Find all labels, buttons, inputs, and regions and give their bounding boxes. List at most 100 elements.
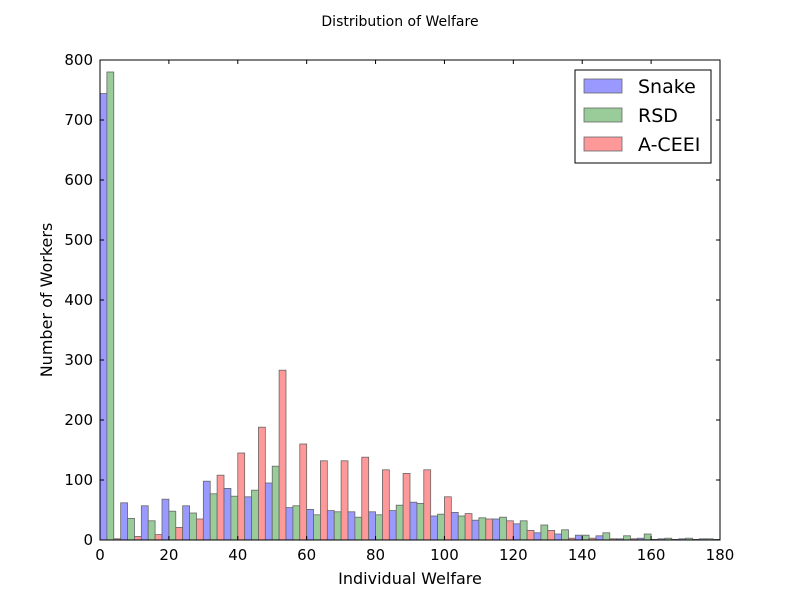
bar-rsd-bin-26	[643, 533, 652, 541]
bar-rsd-bin-12	[354, 516, 363, 541]
bar-a-ceei-bin-15	[423, 469, 432, 541]
bar-rsd-bin-11	[333, 511, 342, 541]
bar-snake-bin-16	[430, 515, 438, 541]
y-tick-label: 800	[64, 51, 93, 69]
bar-rsd-bin-15	[416, 502, 425, 541]
bar-snake-bin-5	[202, 480, 211, 541]
bar-snake-bin-23	[574, 534, 583, 541]
bar-rsd-bin-21	[540, 524, 549, 541]
bar-rsd-bin-13	[375, 514, 383, 541]
bar-a-ceei-bin-17	[464, 513, 473, 541]
x-tick-label: 120	[499, 546, 528, 564]
bar-snake-bin-15	[409, 501, 418, 541]
x-tick-label: 60	[297, 546, 316, 564]
bar-snake-bin-12	[347, 511, 356, 541]
bar-snake-bin-8	[264, 482, 273, 541]
bar-a-ceei-bin-21	[547, 530, 556, 541]
bar-rsd-bin-3	[168, 510, 177, 541]
y-tick-label: 400	[64, 291, 93, 309]
bar-snake-bin-9	[285, 507, 294, 541]
bar-rsd-bin-5	[209, 493, 218, 541]
x-tick-label: 160	[637, 546, 666, 564]
bar-a-ceei-bin-4	[196, 518, 204, 541]
bar-rsd-bin-17	[457, 515, 466, 541]
bar-snake-bin-24	[595, 535, 604, 541]
y-tick-label: 100	[64, 471, 93, 489]
bar-snake-bin-0	[99, 93, 108, 541]
bar-rsd-bin-14	[395, 504, 404, 541]
x-tick-label: 80	[366, 546, 385, 564]
y-tick-label: 0	[83, 531, 93, 549]
bar-rsd-bin-22	[561, 529, 569, 541]
bar-rsd-bin-25	[623, 535, 631, 541]
bar-snake-bin-6	[223, 487, 232, 541]
bar-snake-bin-14	[388, 510, 397, 541]
bar-a-ceei-bin-19	[506, 520, 514, 541]
legend-label-a-ceei: A-CEEI	[638, 134, 700, 156]
legend-label-snake: Snake	[638, 76, 696, 98]
x-axis-label: Individual Welfare	[338, 569, 482, 588]
y-tick-label: 300	[64, 351, 93, 369]
bar-a-ceei-bin-8	[278, 369, 287, 541]
legend-label-rsd: RSD	[638, 105, 678, 127]
bar-rsd-bin-0	[106, 71, 115, 541]
legend-swatch-a-ceei	[583, 136, 623, 152]
bar-a-ceei-bin-16	[444, 496, 452, 541]
legend: Snake RSD A-CEEI	[574, 69, 712, 164]
x-tick-label: 20	[159, 546, 178, 564]
bar-a-ceei-bin-11	[340, 460, 349, 541]
bar-rsd-bin-2	[147, 520, 156, 541]
bar-snake-bin-10	[306, 508, 314, 541]
bar-snake-bin-20	[512, 523, 521, 541]
bar-a-ceei-bin-10	[320, 460, 328, 541]
bar-a-ceei-bin-6	[237, 452, 246, 541]
bar-a-ceei-bin-13	[382, 469, 390, 541]
bar-snake-bin-21	[533, 532, 542, 541]
y-tick-label: 500	[64, 231, 93, 249]
bar-rsd-bin-23	[581, 534, 590, 541]
bar-rsd-bin-6	[230, 495, 239, 541]
x-tick-label: 0	[95, 546, 105, 564]
bar-snake-bin-17	[450, 512, 459, 541]
bar-snake-bin-19	[492, 518, 500, 541]
x-tick-label: 140	[568, 546, 597, 564]
bar-rsd-bin-19	[499, 516, 507, 541]
bar-a-ceei-bin-18	[485, 518, 494, 541]
bar-a-ceei-bin-7	[258, 426, 266, 541]
bar-rsd-bin-16	[437, 513, 445, 541]
bar-rsd-bin-10	[313, 514, 321, 541]
bar-a-ceei-bin-2	[154, 534, 163, 541]
bar-a-ceei-bin-9	[299, 443, 308, 541]
y-tick-label: 200	[64, 411, 93, 429]
bar-a-ceei-bin-1	[134, 536, 142, 541]
bar-snake-bin-18	[471, 519, 480, 541]
bar-rsd-bin-8	[271, 465, 280, 541]
bar-rsd-bin-7	[251, 489, 259, 541]
x-axis-ticks: 0 20 40 60 80 100 120 140 160 180	[95, 60, 734, 564]
bar-snake-bin-13	[368, 511, 376, 541]
y-tick-label: 600	[64, 171, 93, 189]
bar-rsd-bin-24	[602, 532, 611, 541]
bar-rsd-bin-20	[519, 520, 528, 541]
chart-title: Distribution of Welfare	[321, 14, 478, 30]
x-tick-label: 100	[430, 546, 459, 564]
bar-snake-bin-7	[244, 496, 252, 541]
bar-snake-bin-11	[326, 510, 335, 541]
bar-snake-bin-1	[120, 502, 128, 541]
bar-snake-bin-22	[554, 533, 562, 541]
bar-rsd-bin-9	[292, 505, 301, 541]
bar-rsd-bin-1	[127, 518, 135, 541]
x-tick-label: 180	[706, 546, 735, 564]
y-axis-label: Number of Workers	[37, 223, 56, 378]
bar-rsd-bin-4	[189, 512, 197, 541]
bar-rsd-bin-18	[478, 517, 487, 541]
y-axis-ticks: 0 100 200 300 400 500 600 700 800	[64, 51, 720, 549]
bar-a-ceei-bin-3	[175, 527, 184, 541]
bar-a-ceei-bin-20	[526, 530, 535, 541]
bar-snake-bin-3	[161, 498, 170, 541]
bar-snake-bin-4	[182, 505, 190, 541]
legend-swatch-snake	[583, 78, 623, 94]
legend-swatch-rsd	[583, 107, 623, 123]
bar-snake-bin-2	[140, 505, 149, 541]
